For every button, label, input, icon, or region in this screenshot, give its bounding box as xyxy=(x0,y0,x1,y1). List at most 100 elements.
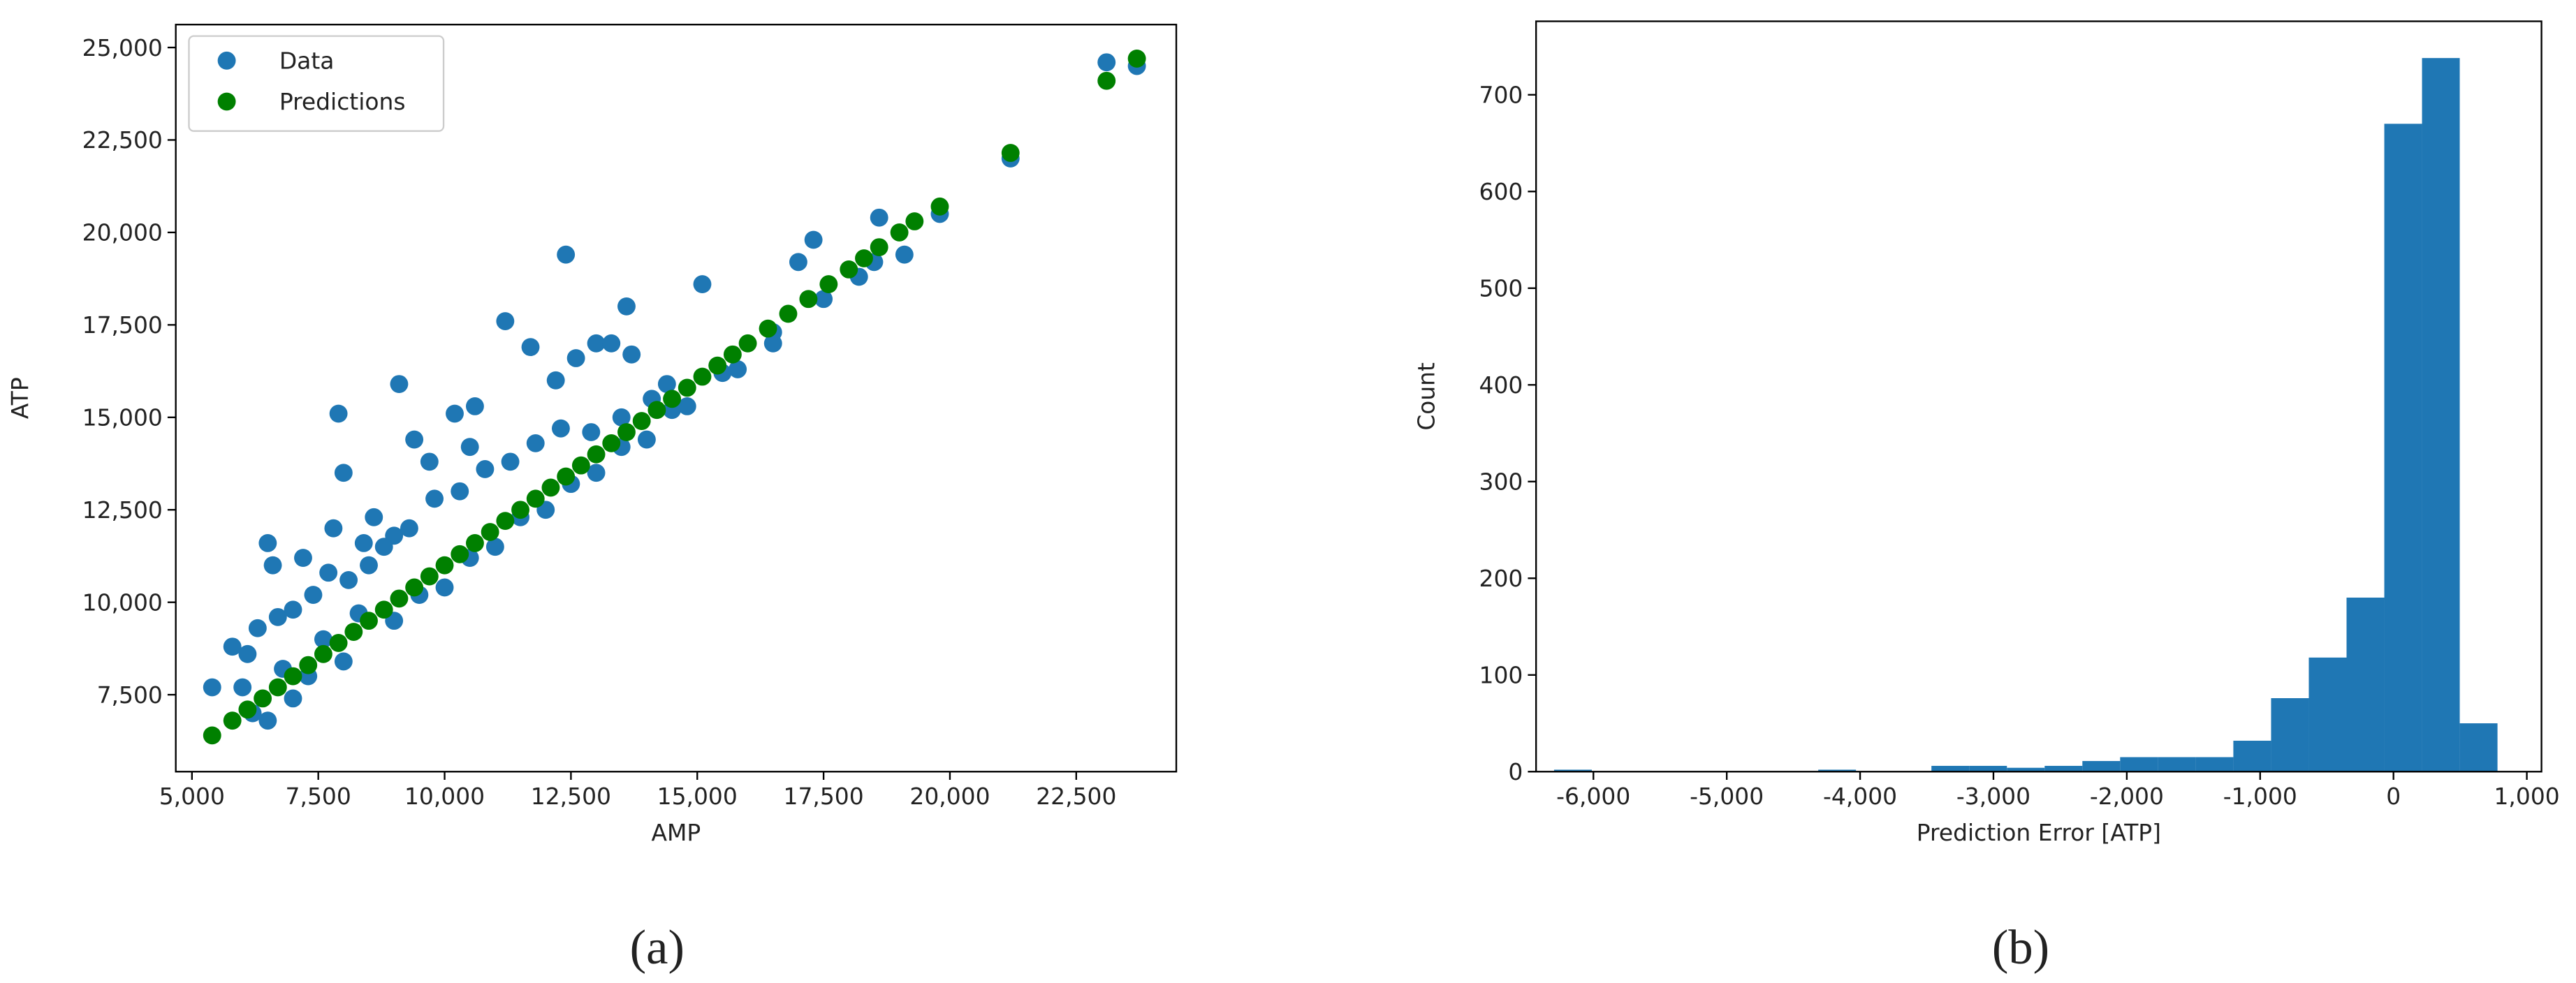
point xyxy=(622,345,641,364)
legend-label: Data xyxy=(279,47,335,75)
y-tick-label: 25,000 xyxy=(82,34,163,61)
point xyxy=(890,223,909,242)
point xyxy=(587,334,606,353)
y-tick-label: 0 xyxy=(1508,758,1523,785)
hist-bar xyxy=(2459,723,2498,772)
point xyxy=(446,404,464,423)
x-tick-label: 1,000 xyxy=(2494,783,2559,810)
point xyxy=(511,501,529,519)
point xyxy=(268,607,287,626)
point xyxy=(557,245,576,264)
y-tick-label: 600 xyxy=(1479,178,1523,205)
y-tick-label: 12,500 xyxy=(82,496,163,524)
hist-bar xyxy=(2044,765,2083,772)
legend-marker xyxy=(217,51,236,70)
point xyxy=(1001,144,1020,162)
point xyxy=(238,644,257,663)
point xyxy=(460,438,479,457)
point xyxy=(870,238,888,257)
point xyxy=(360,612,378,630)
point xyxy=(819,275,838,293)
point xyxy=(405,430,424,449)
x-tick-label: 15,000 xyxy=(657,783,738,810)
point xyxy=(365,508,383,526)
point xyxy=(451,482,469,501)
x-tick-label: -6,000 xyxy=(1556,783,1630,810)
point xyxy=(390,375,409,394)
point xyxy=(632,412,651,430)
point xyxy=(526,434,545,452)
point xyxy=(566,349,585,367)
point xyxy=(521,338,540,357)
point xyxy=(870,208,888,227)
point xyxy=(647,401,666,420)
y-tick-label: 400 xyxy=(1479,371,1523,399)
point xyxy=(203,726,221,745)
point xyxy=(339,570,358,589)
plot-frame xyxy=(175,24,1178,773)
y-tick-label: 20,000 xyxy=(82,219,163,246)
point xyxy=(501,452,520,471)
hist-bar xyxy=(1818,769,1857,772)
x-tick-label: -1,000 xyxy=(2223,783,2297,810)
x-tick-label: 0 xyxy=(2386,783,2401,810)
point xyxy=(284,689,302,708)
point xyxy=(905,212,924,230)
point xyxy=(268,678,287,697)
point xyxy=(304,586,323,604)
y-tick-label: 700 xyxy=(1479,82,1523,109)
point xyxy=(284,600,302,619)
point xyxy=(546,371,565,390)
x-tick-label: 22,500 xyxy=(1036,783,1116,810)
hist-bar xyxy=(2384,124,2422,772)
point xyxy=(400,519,418,538)
point xyxy=(238,700,257,719)
x-tick-label: -3,000 xyxy=(1956,783,2030,810)
point xyxy=(526,489,545,508)
hist-bar xyxy=(2082,761,2121,772)
legend-marker xyxy=(217,92,236,111)
point xyxy=(855,249,873,267)
point xyxy=(374,600,393,619)
point xyxy=(587,464,606,482)
point xyxy=(466,533,484,552)
y-tick-label: 17,500 xyxy=(82,311,163,339)
x-tick-label: 17,500 xyxy=(784,783,864,810)
point xyxy=(571,456,590,475)
point xyxy=(657,375,676,394)
y-tick-label: 7,500 xyxy=(97,681,163,709)
point xyxy=(254,689,272,708)
point xyxy=(319,563,338,582)
point xyxy=(485,538,504,556)
caption: (a) xyxy=(630,920,685,975)
hist-bar xyxy=(2271,698,2309,772)
point xyxy=(314,644,332,663)
hist-bar xyxy=(2346,597,2385,772)
point xyxy=(799,290,818,309)
point xyxy=(895,245,914,264)
point xyxy=(1127,50,1146,68)
y-tick-label: 500 xyxy=(1479,275,1523,302)
legend-box xyxy=(188,35,445,132)
point xyxy=(476,460,495,478)
point xyxy=(1097,71,1116,90)
hist-bar xyxy=(1969,765,2007,772)
y-tick-label: 10,000 xyxy=(82,589,163,616)
point xyxy=(334,652,353,671)
point xyxy=(314,630,332,649)
plot-frame xyxy=(1535,20,2542,773)
hist-bar xyxy=(2120,757,2158,772)
x-tick-label: 7,500 xyxy=(286,783,351,810)
point xyxy=(258,711,277,730)
point xyxy=(481,523,499,541)
x-axis-label: Prediction Error [ATP] xyxy=(1917,819,2161,846)
y-tick-label: 15,000 xyxy=(82,404,163,431)
point xyxy=(324,519,343,538)
hist-bar xyxy=(1931,765,1970,772)
point xyxy=(602,434,621,452)
y-tick-label: 200 xyxy=(1479,565,1523,592)
y-tick-label: 300 xyxy=(1479,468,1523,496)
hist-bar xyxy=(2422,58,2460,772)
point xyxy=(334,464,353,482)
